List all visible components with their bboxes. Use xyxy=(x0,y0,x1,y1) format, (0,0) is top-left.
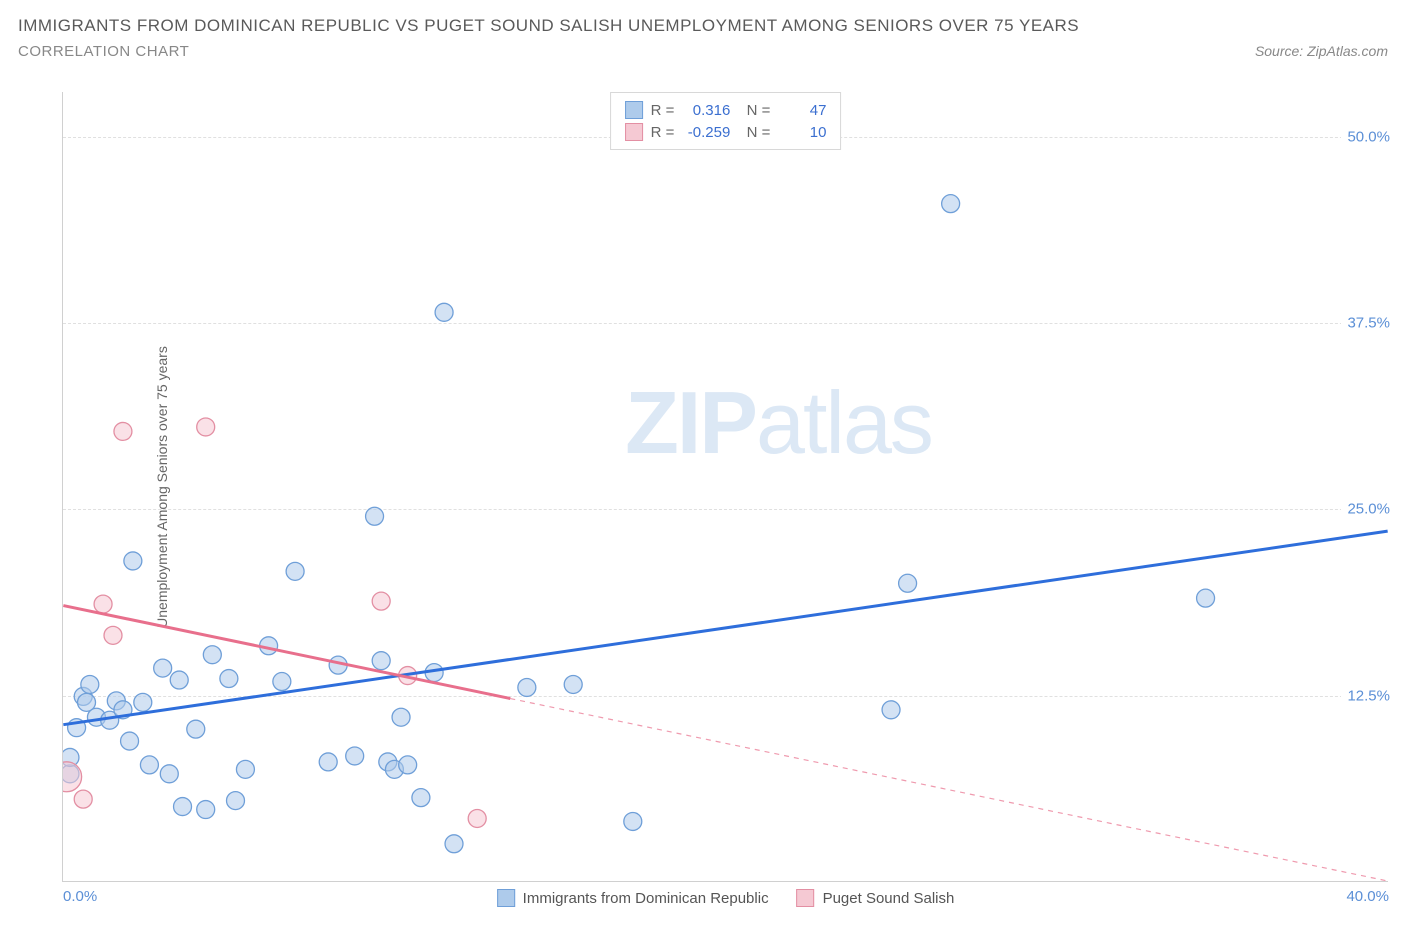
legend-swatch-series2-b xyxy=(797,889,815,907)
legend-series: Immigrants from Dominican Republic Puget… xyxy=(497,889,955,907)
x-tick-label: 0.0% xyxy=(63,888,97,905)
chart-plot-area: Unemployment Among Seniors over 75 years… xyxy=(62,92,1388,882)
legend-r-label-1: R = xyxy=(651,102,675,119)
chart-title: IMMIGRANTS FROM DOMINICAN REPUBLIC VS PU… xyxy=(18,12,1388,39)
subtitle-row: CORRELATION CHART Source: ZipAtlas.com xyxy=(18,43,1388,60)
header: IMMIGRANTS FROM DOMINICAN REPUBLIC VS PU… xyxy=(0,0,1406,66)
legend-n-value-1: 47 xyxy=(778,102,826,119)
legend-swatch-series2 xyxy=(625,123,643,141)
legend-label-series1: Immigrants from Dominican Republic xyxy=(523,890,769,907)
legend-label-series2: Puget Sound Salish xyxy=(823,890,955,907)
legend-swatch-series1-b xyxy=(497,889,515,907)
scatter-plot-svg xyxy=(63,92,1388,881)
legend-r-value-2: -0.259 xyxy=(682,124,730,141)
legend-n-value-2: 10 xyxy=(778,124,826,141)
legend-r-label-2: R = xyxy=(651,124,675,141)
legend-stat-row-1: R = 0.316 N = 47 xyxy=(625,99,827,121)
legend-stats-box: R = 0.316 N = 47 R = -0.259 N = 10 xyxy=(610,92,842,150)
legend-item-series1: Immigrants from Dominican Republic xyxy=(497,889,769,907)
chart-subtitle: CORRELATION CHART xyxy=(18,43,189,60)
legend-stat-row-2: R = -0.259 N = 10 xyxy=(625,121,827,143)
legend-n-label-1: N = xyxy=(738,102,770,119)
legend-item-series2: Puget Sound Salish xyxy=(797,889,955,907)
source-attribution: Source: ZipAtlas.com xyxy=(1255,43,1388,59)
legend-r-value-1: 0.316 xyxy=(682,102,730,119)
x-tick-label: 40.0% xyxy=(1346,888,1389,905)
legend-swatch-series1 xyxy=(625,101,643,119)
legend-n-label-2: N = xyxy=(738,124,770,141)
